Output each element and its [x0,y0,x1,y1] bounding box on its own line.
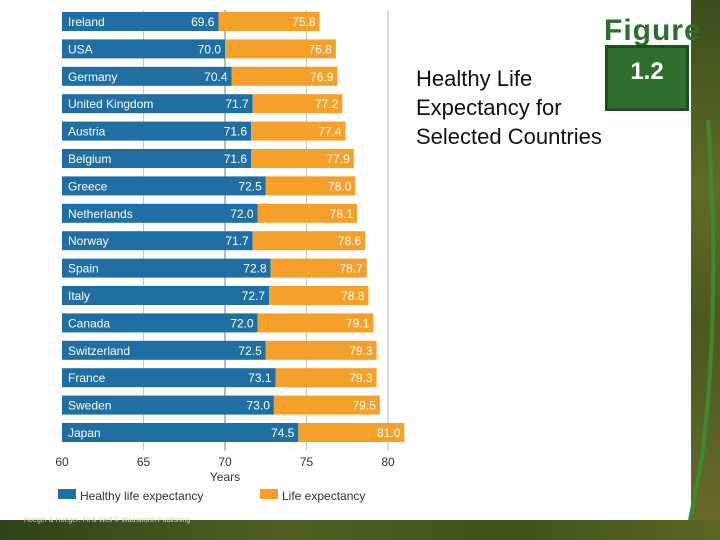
category-label: Spain [68,262,99,276]
value-label-life: 78.7 [339,262,363,276]
bar-life [225,39,336,59]
value-label-healthy: 71.6 [224,152,248,166]
value-label-life: 79.5 [352,399,376,413]
legend-swatch-life [260,489,278,499]
value-label-healthy: 72.0 [230,316,254,330]
bar-healthy [62,66,232,86]
bar-healthy [62,423,299,442]
bar-life [270,258,367,278]
background-grass-bottom [0,520,720,540]
category-label: Germany [68,70,117,84]
bar-life [265,176,356,196]
category-label: Greece [68,179,108,193]
x-tick-label: 80 [381,455,395,469]
value-label-healthy: 71.6 [224,125,248,139]
bar-healthy [62,313,258,333]
value-label-healthy: 70.4 [204,70,228,84]
value-label-healthy: 72.5 [238,179,262,193]
bar-healthy [62,368,276,388]
legend-swatch-healthy [58,489,76,499]
bar-healthy [62,395,274,415]
bar-life [273,395,380,415]
bar-healthy [62,94,253,114]
category-label: Canada [68,316,110,330]
chart-title: Healthy Life Expectancy for Selected Cou… [416,66,602,149]
bar-life [257,313,374,333]
figure-label: Figure [604,14,702,47]
value-label-life: 78.6 [338,234,362,248]
category-label: Belgium [68,152,111,166]
value-label-healthy: 70.0 [198,42,222,56]
category-label: Norway [68,234,109,248]
bar-healthy [62,258,271,278]
category-label: USA [68,42,93,56]
x-tick-label: 75 [300,455,314,469]
bar-healthy [62,176,266,196]
bar-life [269,286,369,305]
category-label: Japan [68,426,101,440]
bar-life [218,12,320,31]
value-label-life: 76.8 [308,42,332,56]
bar-life [251,121,346,141]
bar-healthy [62,12,219,31]
bar-healthy [62,39,225,59]
x-tick-label: 70 [218,455,232,469]
category-label: France [68,371,106,385]
value-label-healthy: 73.1 [248,371,272,385]
value-label-healthy: 72.8 [243,262,267,276]
x-axis-label: Years [210,470,240,484]
category-label: Switzerland [68,344,130,358]
category-label: United Kingdom [68,97,153,111]
category-label: Ireland [68,15,105,29]
value-label-life: 81.0 [377,426,401,440]
value-label-healthy: 72.5 [238,344,262,358]
value-label-life: 79.3 [349,344,373,358]
value-label-life: 77.2 [315,97,339,111]
bar-life [252,94,343,114]
value-label-healthy: 74.5 [271,426,295,440]
bar-healthy [62,149,252,168]
value-label-life: 78.0 [328,179,352,193]
value-label-life: 78.8 [341,289,365,303]
value-label-life: 76.9 [310,70,334,84]
x-tick-label: 65 [137,455,151,469]
value-label-healthy: 72.0 [230,207,254,221]
bar-life [298,423,405,442]
bar-healthy [62,231,253,251]
bar-life [265,340,377,360]
category-label: Sweden [68,399,111,413]
value-label-life: 79.3 [349,371,373,385]
value-label-life: 77.4 [318,125,342,139]
category-label: Austria [68,125,106,139]
bar-life [231,66,338,86]
value-label-life: 77.9 [326,152,350,166]
value-label-life: 75.8 [292,15,316,29]
bar-healthy [62,286,270,305]
category-label: Netherlands [68,207,133,221]
value-label-life: 78.1 [330,207,354,221]
bar-life [275,368,377,388]
legend-label-life: Life expectancy [282,489,365,503]
value-label-healthy: 69.6 [191,15,215,29]
value-label-healthy: 72.7 [242,289,266,303]
value-label-healthy: 71.7 [225,97,249,111]
bar-life [252,231,366,251]
legend-label-healthy: Healthy life expectancy [80,489,203,503]
bar-healthy [62,203,258,223]
x-tick-label: 60 [55,455,69,469]
bar-life [257,203,358,223]
publisher-credit: Hoeger & Hoeger: Fit & Well © Wadsworth … [24,517,191,524]
bar-life [251,149,354,168]
figure-number: 1.2 [630,58,664,85]
value-label-life: 79.1 [346,316,370,330]
bar-healthy [62,340,266,360]
figure-number-badge: 1.2 [605,45,689,111]
value-label-healthy: 73.0 [247,399,271,413]
bar-healthy [62,121,252,141]
category-label: Italy [68,289,90,303]
value-label-healthy: 71.7 [225,234,249,248]
